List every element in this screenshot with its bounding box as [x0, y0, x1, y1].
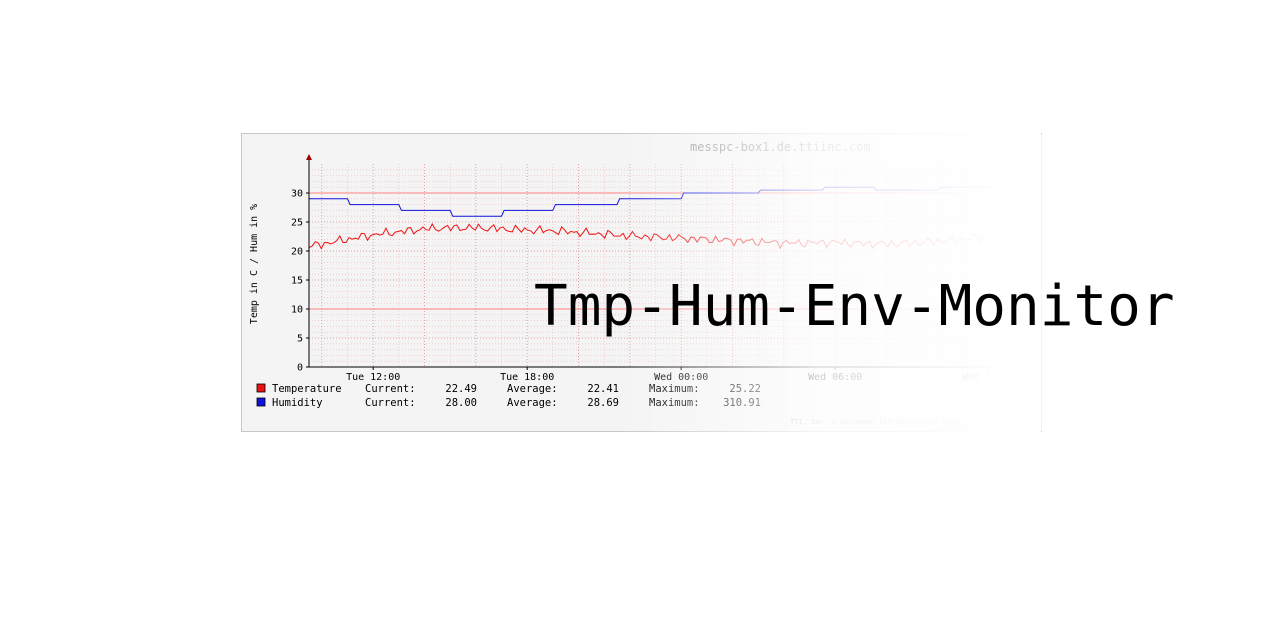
overlay-title: Tmp-Hum-Env-Monitor — [534, 274, 1175, 339]
legend-series-name: Humidity — [272, 397, 323, 409]
legend-current-label: Current: — [365, 383, 416, 395]
x-tick-label: Tue 12:00 — [346, 372, 400, 383]
y-axis-label: Temp in C / Hum in % — [249, 204, 260, 324]
y-tick-label: 20 — [291, 247, 303, 258]
x-tick-label: Wed 06:00 — [808, 372, 862, 383]
x-tick-label: Wed 12:00 — [962, 372, 1016, 383]
legend-maximum-label: Maximum: — [649, 383, 700, 395]
y-tick-label: 25 — [291, 218, 303, 229]
legend-current-value: 28.00 — [445, 397, 477, 409]
graph-host-label: messpc-box1.de.ttiinc.com — [690, 140, 871, 154]
legend-swatch-humidity — [256, 397, 266, 407]
y-tick-label: 0 — [297, 363, 303, 374]
legend-maximum-value: 25.22 — [729, 383, 761, 395]
y-tick-label: 15 — [291, 276, 303, 287]
y-tick-label: 5 — [297, 334, 303, 345]
legend-series-name: Temperature — [272, 383, 342, 395]
legend-average-value: 28.69 — [587, 397, 619, 409]
footer-credit: TTI, Inc. @ European Infrastructure Team — [790, 418, 959, 426]
x-tick-label: Wed 00:00 — [654, 372, 708, 383]
y-tick-label: 30 — [291, 189, 303, 200]
legend-average-label: Average: — [507, 397, 558, 409]
x-tick-label: Tue 18:00 — [500, 372, 554, 383]
y-axis-arrow — [306, 154, 312, 160]
legend-maximum-label: Maximum: — [649, 397, 700, 409]
legend-average-value: 22.41 — [587, 383, 619, 395]
legend: Temperature Current: 22.49 Average: 22.41 Max… — [256, 383, 761, 409]
legend-current-label: Current: — [365, 397, 416, 409]
legend-maximum-value: 310.91 — [723, 397, 761, 409]
legend-average-label: Average: — [507, 383, 558, 395]
y-tick-label: 10 — [291, 305, 303, 316]
legend-current-value: 22.49 — [445, 383, 477, 395]
legend-swatch-temperature — [256, 383, 266, 393]
